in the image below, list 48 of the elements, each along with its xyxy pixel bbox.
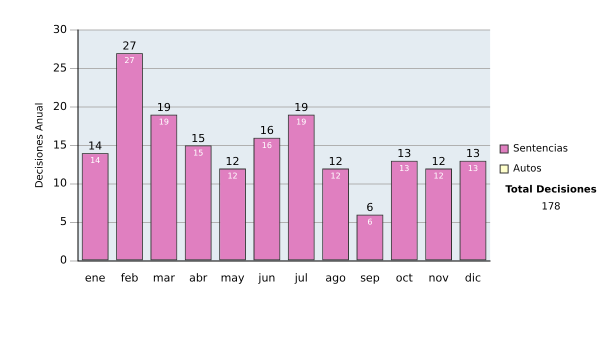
x-tick-label: jun [257,271,276,284]
x-tick-label: abr [189,271,208,284]
data-label: 27 [124,56,135,66]
y-tick-label: 5 [60,215,67,228]
data-label: 12 [227,172,238,181]
y-tick-label: 30 [52,22,67,36]
x-tick-label: sep [360,271,380,284]
data-label: 19 [296,118,306,127]
legend-label: Sentencias [513,144,568,155]
data-label: 14 [90,156,100,166]
x-tick-label: ago [325,271,346,284]
total-label: 13 [397,147,412,160]
x-tick-label: may [220,271,246,284]
total-label: 15 [191,132,206,145]
x-tick-label: ene [84,271,106,284]
total-label: 6 [366,201,374,214]
total-label: 12 [432,154,446,168]
data-label: 19 [158,118,169,127]
text: 178 [541,202,561,213]
y-axis-title: Decisiones Anual [34,102,46,188]
y-tick-label: 10 [52,176,67,190]
total-label: 19 [156,100,171,114]
x-tick-label: oct [396,271,414,284]
total-label: 27 [122,39,137,52]
total-label: 13 [466,147,480,160]
data-label: 15 [193,148,204,158]
total-label: 12 [226,154,240,168]
data-label: 13 [468,164,478,173]
data-label: 13 [399,164,410,173]
y-tick-label: 20 [52,100,67,113]
data-label: 6 [367,218,372,227]
total-label: 16 [260,124,274,138]
total-label: 14 [88,139,102,152]
total-label: 19 [294,100,308,114]
x-tick-label: feb [120,271,138,284]
text: Total Decisiones [505,184,597,196]
data-label: 12 [434,172,444,181]
x-tick-label: mar [152,271,176,284]
y-tick-label: 0 [60,254,67,267]
y-tick-label: 15 [52,138,67,152]
x-tick-label: nov [428,271,450,284]
total-label: 12 [328,154,343,168]
data-label: 16 [262,140,272,150]
x-tick-label: dic [464,271,482,284]
y-tick-label: 25 [52,61,67,74]
x-tick-label: jul [294,271,308,284]
legend-label: Autos [513,164,542,175]
data-label: 12 [330,172,341,181]
